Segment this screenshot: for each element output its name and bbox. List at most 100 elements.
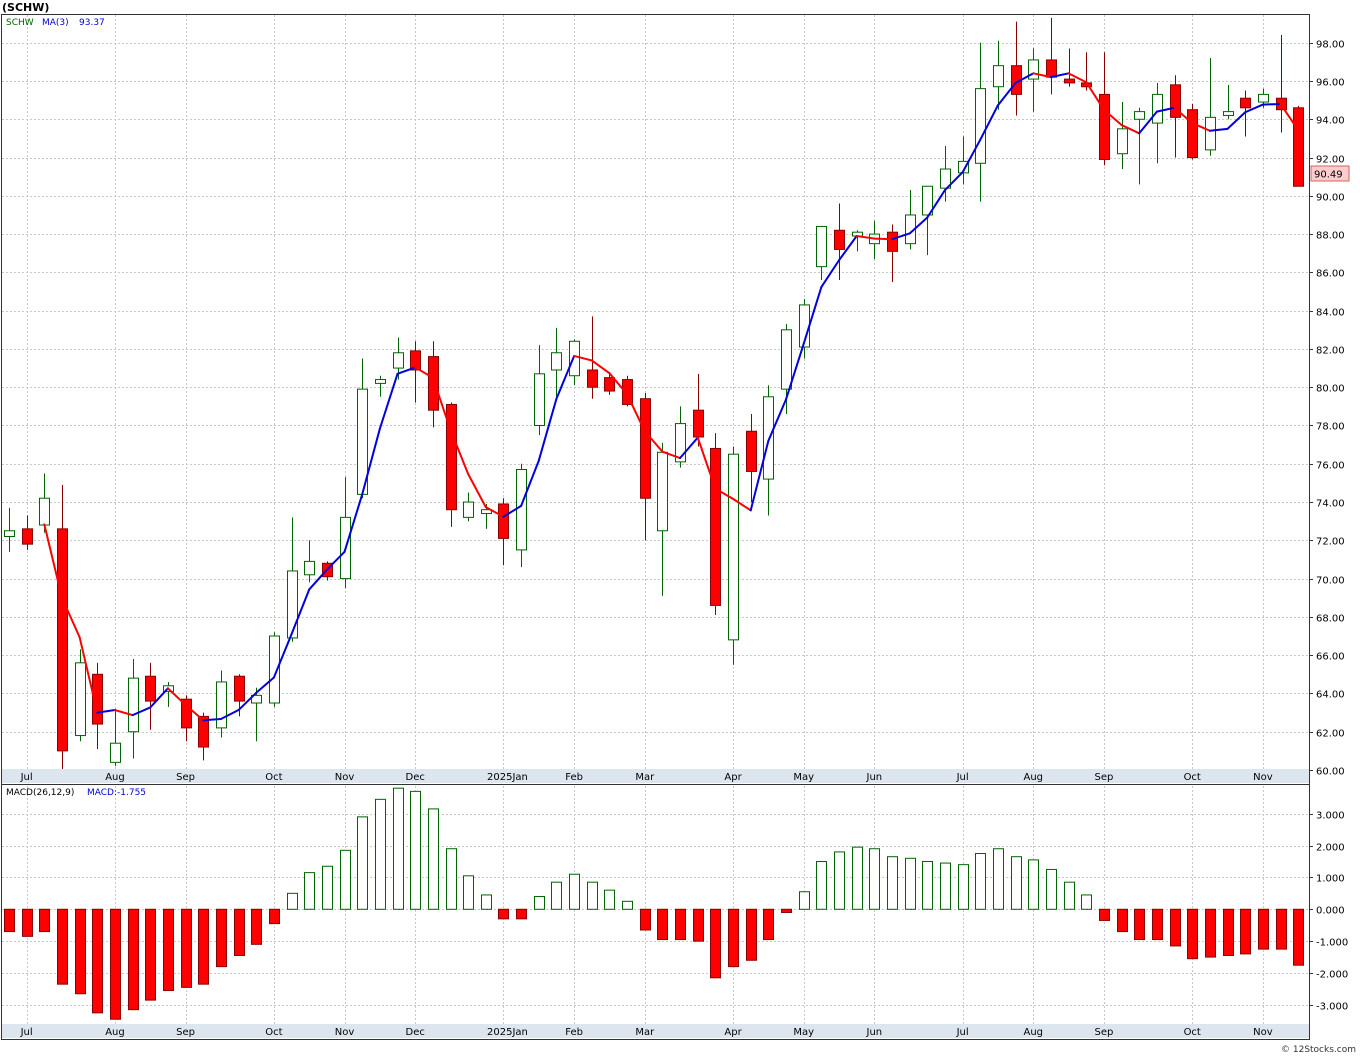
candle-body: [1240, 97, 1251, 109]
macd-bar: [1046, 868, 1057, 910]
macd-y-tick-label: 1.000: [1316, 874, 1345, 885]
candle-body: [216, 681, 227, 729]
candle-body: [1223, 111, 1234, 116]
macd-x-tick-label: Nov: [335, 1027, 355, 1038]
macd-bar: [799, 891, 810, 910]
candle-body: [304, 560, 315, 576]
price-x-tick-label: Apr: [724, 772, 742, 783]
candle-body: [4, 530, 15, 538]
macd-bar: [57, 908, 68, 985]
ma-segment: [838, 235, 858, 262]
ma-segment: [431, 376, 452, 431]
ma-segment: [626, 393, 646, 433]
macd-x-tick-label: Aug: [1024, 1027, 1044, 1038]
macd-bar: [163, 908, 174, 992]
macd-x-tick-label: Nov: [1253, 1027, 1273, 1038]
candle-body: [516, 469, 527, 551]
candle-body: [428, 356, 439, 411]
ma-segment: [643, 430, 664, 453]
macd-x-tick-label: Jul: [956, 1027, 969, 1038]
candle-body: [1028, 59, 1039, 80]
ma-segment: [1102, 108, 1123, 127]
price-x-tick-label: Dec: [406, 772, 425, 783]
price-y-tick-label: 60.00: [1316, 767, 1345, 778]
macd-y-axis: -3.000 -2.000 -1.000 0.000 1.000 2.000 3.000: [1309, 811, 1348, 1013]
price-y-axis: 60.00 62.00 64.00 66.00 68.00 70.00 72.00 74.00…: [1309, 40, 1345, 778]
ma-segment: [1014, 72, 1035, 84]
price-y-tick-label: 86.00: [1316, 269, 1345, 280]
ma-segment: [361, 427, 381, 496]
macd-bar: [375, 798, 386, 910]
macd-bar: [1134, 908, 1145, 941]
macd-x-tick-label: Oct: [1184, 1027, 1201, 1038]
candle-body: [198, 715, 209, 748]
candle-body: [75, 662, 86, 737]
macd-bar: [1028, 859, 1039, 910]
candle-body: [1152, 93, 1163, 124]
ma-segment: [1120, 124, 1141, 135]
ma-segment: [732, 497, 752, 512]
macd-bar: [1170, 908, 1181, 947]
ma-segment: [96, 709, 116, 714]
price-grid: [2, 15, 1309, 771]
macd-bar: [587, 881, 598, 910]
price-y-tick-label: 88.00: [1316, 231, 1345, 242]
macd-bar: [1064, 881, 1075, 910]
macd-bar: [693, 908, 704, 942]
price-x-tick-label: Jul: [956, 772, 969, 783]
ma-segment: [555, 354, 576, 400]
macd-bar: [604, 889, 615, 910]
price-y-tick-label: 76.00: [1316, 461, 1345, 472]
ma-segment: [449, 428, 470, 475]
ma-segment: [1208, 127, 1229, 132]
moving-average-line: [43, 72, 1300, 722]
macd-bar: [128, 908, 139, 1011]
price-y-tick-label: 84.00: [1316, 308, 1345, 319]
ma-segment: [802, 286, 823, 345]
price-y-tick-label: 64.00: [1316, 690, 1345, 701]
macd-bar: [675, 908, 686, 941]
macd-bar: [905, 857, 916, 910]
macd-bar: [304, 872, 315, 910]
macd-bar: [657, 908, 668, 941]
chart-title: (SCHW): [2, 1, 49, 14]
macd-bar: [216, 908, 227, 968]
ma-segment: [1191, 122, 1211, 132]
ma-segment: [272, 633, 293, 679]
macd-bar: [1276, 908, 1287, 950]
macd-x-tick-label: Sep: [176, 1027, 195, 1038]
candle-body: [1187, 109, 1198, 159]
macd-bar: [852, 846, 863, 910]
price-x-tick-label: 2025Jan: [487, 772, 528, 783]
ma-segment: [219, 709, 240, 720]
price-x-tick-label: Jun: [866, 772, 883, 783]
ma-segment: [378, 372, 399, 430]
candle-body: [1258, 93, 1269, 103]
price-x-axis: Jul Aug Sep Oct Nov Dec 2025Jan Feb Mar Apr May Jun…: [20, 772, 1273, 783]
ma-segment: [60, 596, 81, 639]
ma-segment: [484, 506, 505, 518]
ma-segment: [1032, 72, 1052, 79]
candle-body: [1205, 116, 1216, 151]
macd-x-tick-label: Jul: [20, 1027, 33, 1038]
price-y-tick-label: 70.00: [1316, 576, 1345, 587]
macd-y-tick-label: 3.000: [1316, 811, 1345, 822]
ma-segment: [961, 138, 982, 174]
macd-bar: [1152, 908, 1163, 941]
macd-bar: [993, 848, 1004, 910]
candle-body: [551, 352, 562, 371]
macd-bar: [322, 865, 333, 910]
price-x-tick-label: Nov: [335, 772, 355, 783]
ma-segment: [1138, 110, 1158, 135]
ma-segment: [1049, 72, 1070, 79]
price-y-tick-label: 66.00: [1316, 652, 1345, 663]
price-panel-frame: [1, 14, 1310, 785]
ma-segment: [661, 450, 682, 460]
ma-segment: [996, 81, 1017, 107]
price-x-tick-label: Aug: [105, 772, 125, 783]
candle-body: [640, 398, 651, 499]
price-x-tick-label: Jul: [20, 772, 33, 783]
macd-bar: [728, 908, 739, 968]
macd-bar: [1240, 908, 1251, 955]
